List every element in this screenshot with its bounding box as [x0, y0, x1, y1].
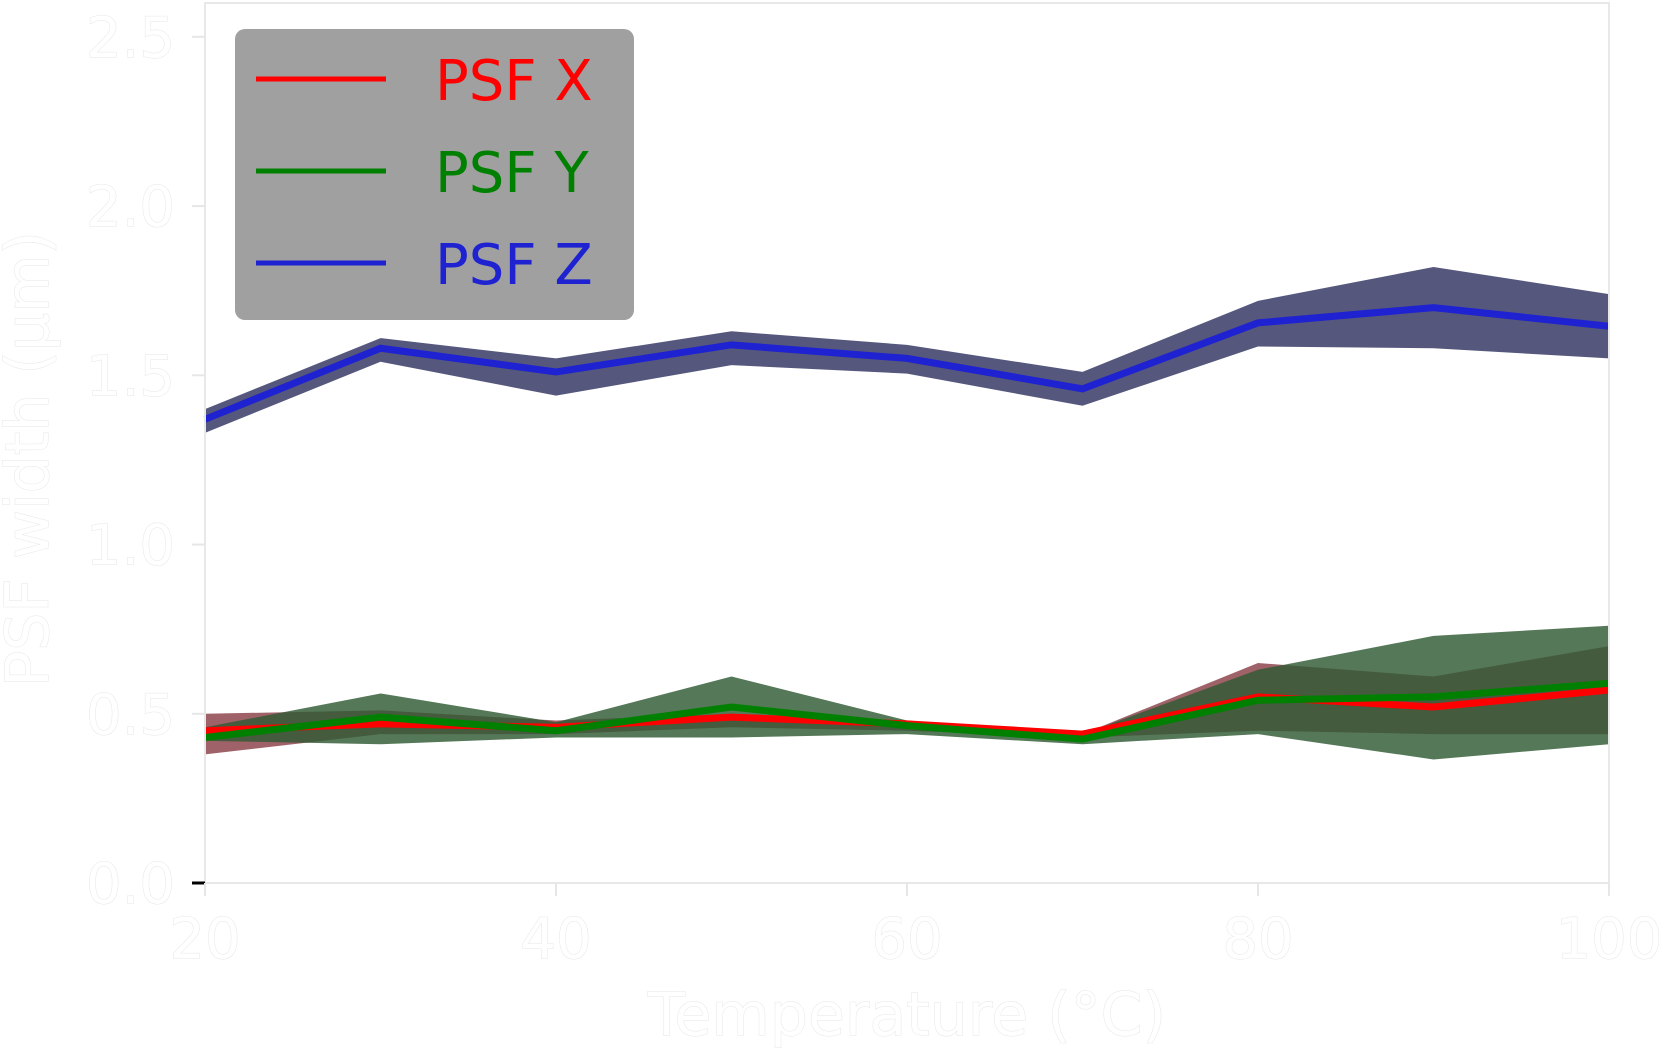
- legend: PSF X PSF Y PSF Z: [235, 29, 634, 320]
- x-tick-label: 100: [1556, 907, 1663, 972]
- series-lines: [203, 304, 1610, 743]
- legend-label-psf-z: PSF Z: [435, 233, 593, 298]
- y-tick-label: 1.5: [86, 344, 175, 409]
- x-tick-label: 40: [520, 907, 591, 972]
- confidence-bands: [205, 267, 1609, 760]
- y-tick-label: 0.5: [86, 683, 175, 748]
- band-psf-z: [205, 267, 1609, 433]
- x-tick-label: 20: [169, 907, 240, 972]
- y-tick-label: 2.0: [86, 175, 175, 240]
- x-axis-ticks: 20 40 60 80 100: [169, 883, 1663, 973]
- line-psf-z: [203, 304, 1610, 423]
- y-axis-ticks: 0.0 0.5 1.0 1.5 2.0 2.5: [85, 5, 205, 918]
- y-axis-label: PSF width (μm): [0, 231, 63, 687]
- line-psf-y: [204, 679, 1610, 743]
- x-tick-label: 80: [1222, 907, 1293, 972]
- legend-box: [235, 29, 634, 320]
- y-tick-label: 2.5: [86, 6, 175, 71]
- y-tick-label: 1.0: [86, 514, 175, 579]
- legend-label-psf-y: PSF Y: [435, 141, 589, 206]
- band-psf-y: [205, 625, 1609, 760]
- x-axis-label: Temperature (°C): [647, 980, 1166, 1049]
- y-tick-label: 0.0: [86, 852, 175, 917]
- legend-label-psf-x: PSF X: [435, 49, 593, 114]
- x-tick-label: 60: [871, 907, 942, 972]
